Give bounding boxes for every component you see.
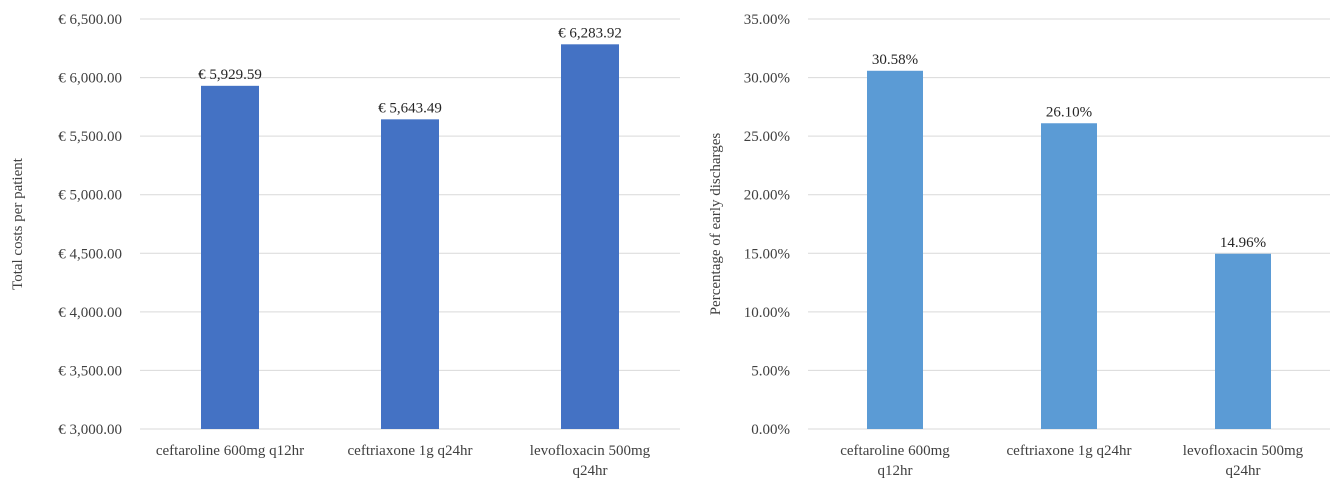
cost-y-axis-title: Total costs per patient — [10, 157, 26, 290]
discharge-category-label: q24hr — [1226, 463, 1261, 479]
cost-ytick-label: € 4,500.00 — [58, 246, 122, 262]
discharge-ytick-label: 30.00% — [744, 71, 790, 87]
cost-ytick-label: € 3,500.00 — [58, 363, 122, 379]
discharge-bar — [1215, 253, 1271, 429]
discharge-data-label: 26.10% — [1046, 104, 1092, 120]
cost-ytick-label: € 6,000.00 — [58, 71, 122, 87]
cost-ytick-label: € 5,000.00 — [58, 188, 122, 204]
cost-ytick-label: € 6,500.00 — [58, 12, 122, 28]
discharge-ytick-label: 20.00% — [744, 188, 790, 204]
cost-bar — [201, 85, 259, 429]
discharge-category-label: ceftaroline 600mg — [840, 443, 950, 459]
discharge-bar — [1041, 123, 1097, 429]
cost-category-label: q24hr — [573, 463, 608, 479]
discharge-ytick-label: 5.00% — [751, 363, 790, 379]
cost-bar — [561, 44, 619, 430]
discharge-bar — [867, 70, 923, 429]
discharge-category-label: q12hr — [878, 463, 913, 479]
cost-chart: € 3,000.00 € 3,500.00 € 4,000.00 € 4,500.00… — [10, 12, 680, 479]
cost-data-label: € 5,929.59 — [198, 67, 262, 83]
discharge-ytick-label: 10.00% — [744, 305, 790, 321]
discharge-ytick-label: 15.00% — [744, 246, 790, 262]
discharge-data-label: 14.96% — [1220, 235, 1266, 251]
cost-ytick-label: € 5,500.00 — [58, 129, 122, 145]
discharge-chart: 0.00% 5.00% 10.00% 15.00% 20.00% 25.00% 30.00%… — [708, 12, 1330, 479]
cost-category-label: ceftriaxone 1g q24hr — [348, 443, 473, 459]
discharge-data-label: 30.58% — [872, 52, 918, 68]
cost-category-label: levofloxacin 500mg — [530, 443, 651, 459]
cost-ytick-label: € 3,000.00 — [58, 422, 122, 438]
discharge-category-label: levofloxacin 500mg — [1183, 443, 1304, 459]
cost-category-label: ceftaroline 600mg q12hr — [156, 443, 304, 459]
discharge-ytick-label: 35.00% — [744, 12, 790, 28]
cost-data-label: € 5,643.49 — [378, 100, 442, 116]
cost-ytick-label: € 4,000.00 — [58, 305, 122, 321]
discharge-ytick-label: 25.00% — [744, 129, 790, 145]
cost-data-label: € 6,283.92 — [558, 25, 622, 41]
discharge-y-axis-title: Percentage of early discharges — [708, 133, 724, 316]
cost-bar — [381, 119, 439, 429]
discharge-ytick-label: 0.00% — [751, 422, 790, 438]
discharge-category-label: ceftriaxone 1g q24hr — [1007, 443, 1132, 459]
